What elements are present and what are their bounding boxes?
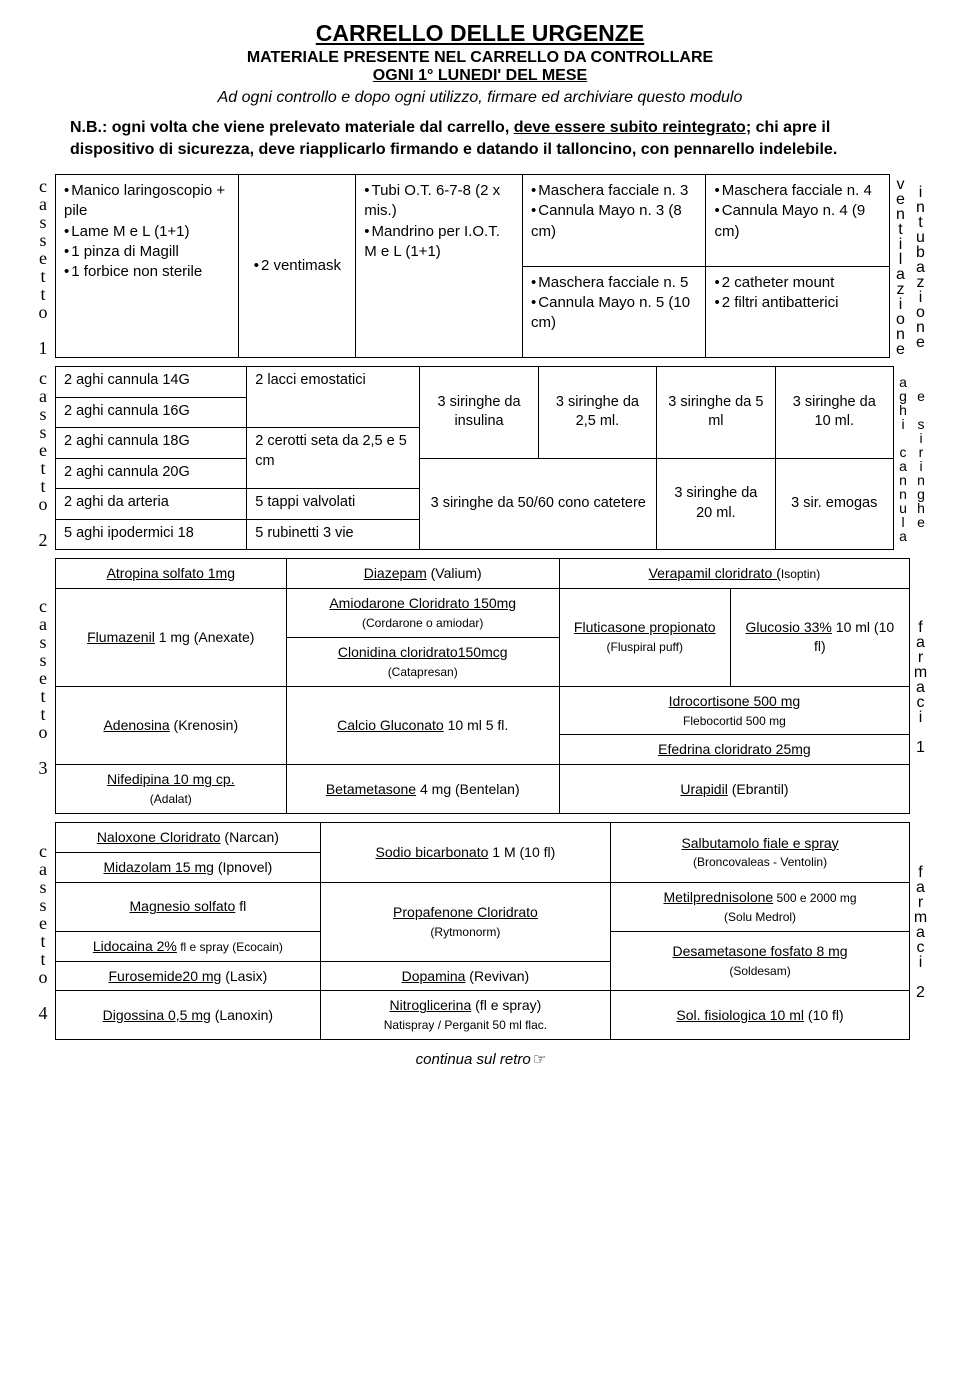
c4-right-label: farmaci 2 bbox=[910, 822, 930, 1040]
c4-c1-1: Midazolam 15 mg (Ipnovel) bbox=[56, 852, 321, 882]
c3-right-label: farmaci 1 bbox=[910, 558, 930, 814]
c2-c2r3: 5 rubinetti 3 vie bbox=[247, 519, 420, 550]
c3-c3b: Glucosio 33% 10 ml (10 fl) bbox=[730, 589, 909, 687]
page-title: CARRELLO DELLE URGENZE bbox=[30, 20, 930, 47]
c2-c2r0: 2 lacci emostatici bbox=[247, 367, 420, 428]
c4-c3-3: Sol. fisiologica 10 ml (10 fl) bbox=[611, 991, 910, 1040]
c3-c3a: Fluticasone propionato(Fluspiral puff) bbox=[559, 589, 730, 687]
c3-c1-2: Adenosina (Krenosin) bbox=[56, 686, 287, 765]
nb-block: N.B.: ogni volta che viene prelevato mat… bbox=[70, 117, 890, 160]
cassetto-4-label: cassetto 4 bbox=[30, 822, 55, 1040]
c4-c2-3: Nitroglicerina (fl e spray)Natispray / P… bbox=[320, 991, 610, 1040]
c2-r5: 5 aghi ipodermici 18 bbox=[56, 519, 247, 550]
cassetto-1-row: cassetto 1 Manico laringoscopio + pile L… bbox=[30, 174, 930, 358]
c3-c1-3: Nifedipina 10 mg cp.(Adalat) bbox=[56, 765, 287, 814]
c4-c2-2: Dopamina (Revivan) bbox=[320, 961, 610, 991]
c3-c3-top: Verapamil cloridrato (Isoptin) bbox=[559, 559, 909, 589]
c3-c2-4: Betametasone 4 mg (Bentelan) bbox=[286, 765, 559, 814]
c1-col5b: 2 catheter mount 2 filtri antibatterici bbox=[706, 266, 890, 358]
cassetto-4-table: Naloxone Cloridrato (Narcan) Sodio bicar… bbox=[55, 822, 910, 1040]
c4-c2-1: Propafenone Cloridrato(Rytmonorm) bbox=[320, 882, 610, 961]
c1-col1: Manico laringoscopio + pile Lame M e L (… bbox=[56, 175, 239, 358]
cassetto-3-label: cassetto 3 bbox=[30, 558, 55, 814]
c4-c2-0: Sodio bicarbonato 1 M (10 fl) bbox=[320, 823, 610, 883]
c3-c2-1: Amiodarone Cloridrato 150mg(Cordarone o … bbox=[286, 589, 559, 638]
cassetto-2-row: cassetto 2 2 aghi cannula 14G 2 lacci em… bbox=[30, 366, 930, 550]
c2-r4: 2 aghi da arteria bbox=[56, 489, 247, 520]
cassetto-3-row: cassetto 3 Atropina solfato 1mg Diazepam… bbox=[30, 558, 930, 814]
nb-t1: : ogni volta che viene prelevato materia… bbox=[102, 119, 514, 136]
footer: continua sul retro ☞ bbox=[30, 1050, 930, 1068]
c2-c4a: 3 siringhe da 2,5 ml. bbox=[538, 367, 656, 459]
cassetto-3-table: Atropina solfato 1mg Diazepam (Valium) V… bbox=[55, 558, 910, 814]
footer-text: continua sul retro bbox=[416, 1051, 531, 1068]
c3-c2-0: Diazepam (Valium) bbox=[286, 559, 559, 589]
header-note: Ad ogni controllo e dopo ogni utilizzo, … bbox=[30, 89, 930, 107]
c4-c1-5: Digossina 0,5 mg (Lanoxin) bbox=[56, 991, 321, 1040]
c2-c3b: 3 siringhe da 50/60 cono catetere bbox=[420, 458, 657, 550]
c3-c2-2: Clonidina cloridrato150mcg(Catapresan) bbox=[286, 637, 559, 686]
cassetto-4-row: cassetto 4 Naloxone Cloridrato (Narcan) … bbox=[30, 822, 930, 1040]
c4-c3-2: Desametasone fosfato 8 mg(Soldesam) bbox=[611, 931, 910, 991]
cassetto-1-table: Manico laringoscopio + pile Lame M e L (… bbox=[55, 174, 890, 358]
c3-c1-0: Atropina solfato 1mg bbox=[56, 559, 287, 589]
c2-c6b: 3 sir. emogas bbox=[775, 458, 893, 550]
c3-c3e: Urapidil (Ebrantil) bbox=[559, 765, 909, 814]
c4-c1-3: Lidocaina 2% fl e spray (Ecocain) bbox=[56, 931, 321, 961]
subtitle-2: OGNI 1° LUNEDI' DEL MESE bbox=[30, 67, 930, 85]
c2-c6a: 3 siringhe da 10 ml. bbox=[775, 367, 893, 459]
c1-col4b: Maschera facciale n. 5 Cannula Mayo n. 5… bbox=[523, 266, 706, 358]
c3-c3c: Idrocortisone 500 mgFlebocortid 500 mg bbox=[559, 686, 909, 735]
c4-c1-0: Naloxone Cloridrato (Narcan) bbox=[56, 823, 321, 853]
cassetto-2-table: 2 aghi cannula 14G 2 lacci emostatici 3 … bbox=[55, 366, 894, 550]
c2-right-label-2: e siringhe bbox=[912, 366, 930, 550]
c2-c3a: 3 siringhe da insulina bbox=[420, 367, 538, 459]
c3-c2-3: Calcio Gluconato 10 ml 5 fl. bbox=[286, 686, 559, 765]
c2-c2r1: 2 cerotti seta da 2,5 e 5 cm bbox=[247, 428, 420, 489]
c1-right-label-1: ventilazione bbox=[890, 174, 910, 358]
c1-col5a: Maschera facciale n. 4 Cannula Mayo n. 4… bbox=[706, 175, 890, 267]
c4-c3-1: Metilprednisolone 500 e 2000 mg(Solu Med… bbox=[611, 882, 910, 931]
nb-prefix: N.B. bbox=[70, 119, 102, 136]
c2-right-label-1: aghi cannula bbox=[894, 366, 912, 550]
arrow-icon: ☞ bbox=[531, 1051, 545, 1068]
c3-c1-1: Flumazenil 1 mg (Anexate) bbox=[56, 589, 287, 687]
cassetto-2-label: cassetto 2 bbox=[30, 366, 55, 550]
subtitle-1: MATERIALE PRESENTE NEL CARRELLO DA CONTR… bbox=[30, 49, 930, 67]
c2-c5a: 3 siringhe da 5 ml bbox=[657, 367, 775, 459]
c4-c1-2: Magnesio solfato fl bbox=[56, 882, 321, 931]
c2-c2r2: 5 tappi valvolati bbox=[247, 489, 420, 520]
c1-right-label-2: intubazione bbox=[910, 174, 930, 358]
c4-c1-4: Furosemide20 mg (Lasix) bbox=[56, 961, 321, 991]
c2-r1: 2 aghi cannula 16G bbox=[56, 397, 247, 428]
c2-c5b: 3 siringhe da 20 ml. bbox=[657, 458, 775, 550]
nb-u1: deve essere subito reintegrato bbox=[514, 119, 746, 136]
c1-col3: Tubi O.T. 6-7-8 (2 x mis.) Mandrino per … bbox=[356, 175, 523, 358]
c2-r0: 2 aghi cannula 14G bbox=[56, 367, 247, 398]
c4-c3-0: Salbutamolo fiale e spray(Broncovaleas -… bbox=[611, 823, 910, 883]
c1-col4a: Maschera facciale n. 3 Cannula Mayo n. 3… bbox=[523, 175, 706, 267]
c3-c3d: Efedrina cloridrato 25mg bbox=[559, 735, 909, 765]
c1-col2: 2 ventimask bbox=[239, 175, 356, 358]
cassetto-1-label: cassetto 1 bbox=[30, 174, 55, 358]
c2-r2: 2 aghi cannula 18G bbox=[56, 428, 247, 459]
c2-r3: 2 aghi cannula 20G bbox=[56, 458, 247, 489]
